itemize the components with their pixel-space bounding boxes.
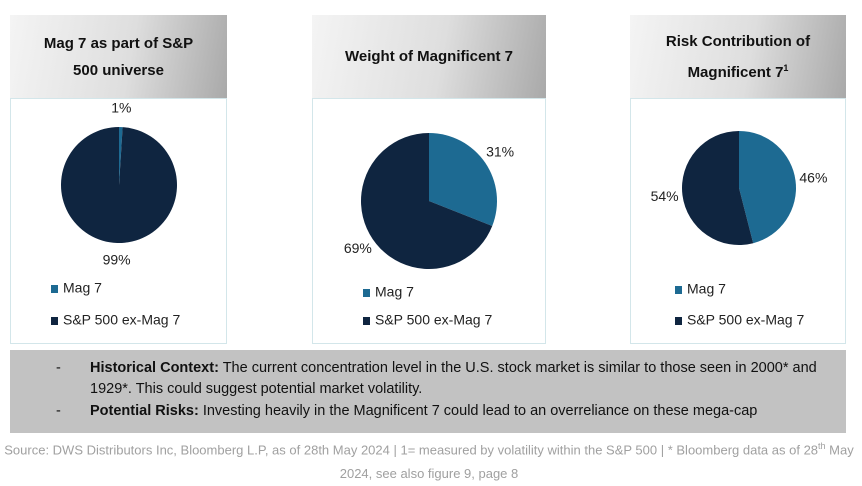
panel-title: Risk Contribution of Magnificent 71 <box>630 15 846 98</box>
note: - Historical Context: The current concent… <box>56 358 830 400</box>
note-label: Potential Risks: <box>90 403 199 419</box>
data-label: 31% <box>486 143 514 159</box>
pie-slice <box>361 133 493 269</box>
legend-swatch <box>675 286 682 294</box>
notes-box: - Historical Context: The current concent… <box>10 350 846 433</box>
title-text: Weight of Magnificent 7 <box>344 48 514 65</box>
panel: 1% 99% Mag 7 S&P 500 ex-Mag 7 <box>10 98 227 344</box>
note: - Potential Risks: Investing heavily in t… <box>56 401 830 422</box>
legend-label: S&P 500 ex-Mag 7 <box>687 312 804 328</box>
data-label: 54% <box>651 188 679 204</box>
note-label: Historical Context: <box>90 360 219 376</box>
pie-chart: 31% 69% Mag 7 S&P 500 ex-Mag 7 <box>344 133 514 328</box>
legend-label: Mag 7 <box>375 284 414 300</box>
bullet: - <box>56 360 61 376</box>
legend-label: Mag 7 <box>63 280 102 296</box>
pie-slice <box>739 131 797 244</box>
title-text: Mag 7 as part of S&P 500 universe <box>43 34 194 79</box>
source-text: Source: DWS Distributors Inc, Bloomberg … <box>4 442 819 458</box>
title-text: Risk Contribution of Magnificent 71 <box>665 32 811 81</box>
legend-label: S&P 500 ex-Mag 7 <box>63 312 180 328</box>
source-text: May 2024, see also figure 9, page 8 <box>339 442 854 482</box>
note-text: The current concentration level in the U… <box>90 360 817 397</box>
pie-slice <box>119 127 123 185</box>
note-text: Investing heavily in the Magnificent 7 c… <box>202 403 758 419</box>
legend-swatch <box>675 317 682 325</box>
panel-title: Weight of Magnificent 7 <box>312 15 546 98</box>
legend-swatch <box>51 317 58 325</box>
data-label: 46% <box>799 169 827 185</box>
legend-label: S&P 500 ex-Mag 7 <box>375 312 492 328</box>
pie-slice <box>682 131 754 245</box>
pie-chart: 46% 54% Mag 7 S&P 500 ex-Mag 7 <box>651 131 827 328</box>
source-text: th <box>818 441 826 451</box>
data-label: 1% <box>111 100 131 116</box>
legend-label: Mag 7 <box>687 281 726 297</box>
source: Source: DWS Distributors Inc, Bloomberg … <box>4 434 854 486</box>
bullet: - <box>56 403 61 419</box>
pie-chart: 1% 99%Mag 7 S&P 500 ex-Mag 7 <box>51 100 180 328</box>
data-label: 99% <box>103 252 131 268</box>
panel: 46% 54% Mag 7 S&P 500 ex-Mag 7 <box>630 98 846 344</box>
title-note: 1 <box>783 62 789 73</box>
panel-title: Mag 7 as part of S&P 500 universe <box>10 15 227 98</box>
legend-swatch <box>51 285 58 293</box>
legend-swatch <box>363 289 370 297</box>
data-label: 69% <box>344 240 372 256</box>
legend-swatch <box>363 317 370 325</box>
pie-slice <box>60 127 177 243</box>
pie-slice <box>429 133 497 227</box>
panel: 31% 69% Mag 7 S&P 500 ex-Mag 7 <box>312 98 546 344</box>
